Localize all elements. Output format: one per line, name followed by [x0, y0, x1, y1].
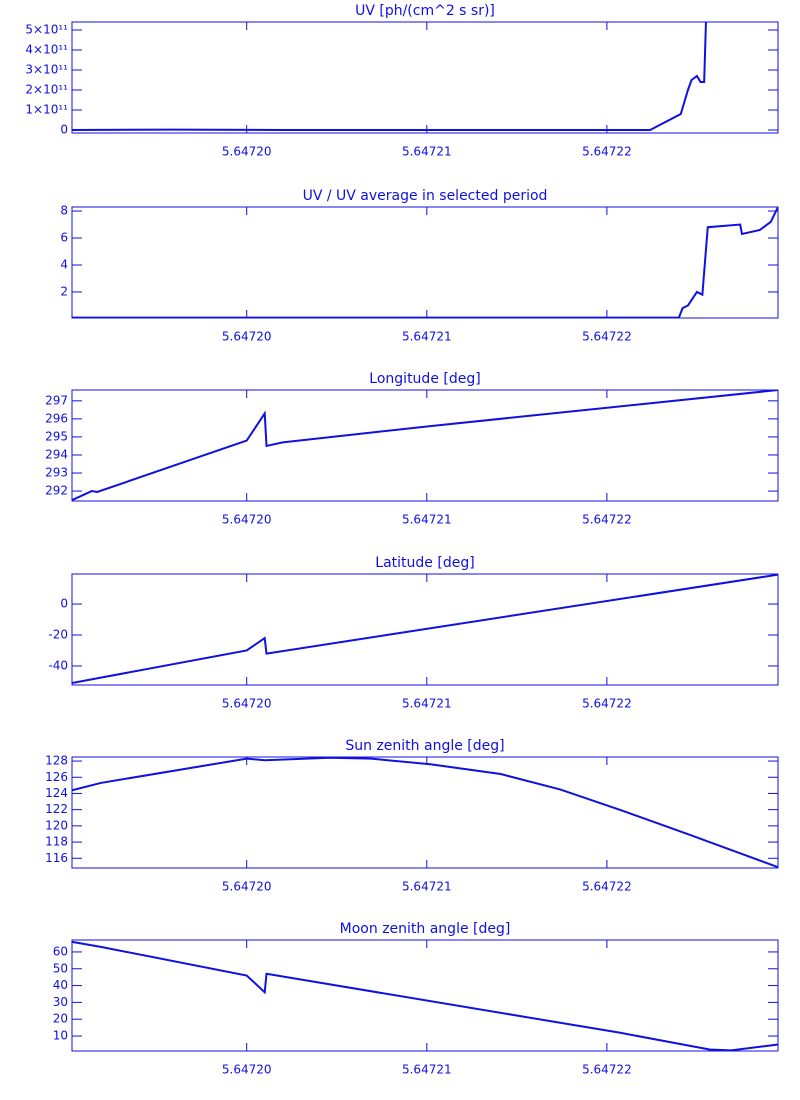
y-tick-label: 124 [45, 786, 68, 800]
x-tick-label: 5.64720 [222, 513, 272, 527]
y-tick-label: 0 [60, 597, 68, 611]
plot-frame [71, 939, 779, 1052]
y-tick-label: 293 [45, 466, 68, 480]
y-tick-label: 40 [53, 978, 68, 992]
chart-title: Longitude [deg] [369, 371, 480, 387]
chart-title: UV [ph/(cm^2 s sr)] [355, 3, 495, 19]
y-tick-label: 122 [45, 802, 68, 816]
data-line [72, 22, 707, 131]
x-tick-label: 5.64720 [222, 697, 272, 711]
y-tick-label: 5×10¹¹ [25, 23, 68, 37]
x-tick-label: 5.64722 [582, 880, 632, 894]
y-tick-label: 296 [45, 411, 68, 425]
y-tick-label: 126 [45, 770, 68, 784]
plot-frame [71, 206, 779, 319]
y-tick-label: 0 [60, 123, 68, 137]
y-tick-label: -40 [48, 658, 68, 672]
data-line [72, 207, 778, 318]
x-tick-label: 5.64720 [222, 145, 272, 159]
x-tick-label: 5.64722 [582, 697, 632, 711]
plot-frame [71, 756, 779, 869]
chart-title: Sun zenith angle [deg] [345, 738, 504, 754]
y-tick-label: 3×10¹¹ [25, 63, 68, 77]
x-tick-label: 5.64721 [402, 145, 452, 159]
y-tick-label: 118 [45, 835, 68, 849]
y-tick-label: 30 [53, 995, 68, 1009]
y-tick-label: 295 [45, 429, 68, 443]
y-tick-label: 20 [53, 1012, 68, 1026]
x-tick-label: 5.64721 [402, 513, 452, 527]
x-tick-label: 5.64721 [402, 697, 452, 711]
x-tick-label: 5.64722 [582, 513, 632, 527]
y-tick-label: 4×10¹¹ [25, 43, 68, 57]
y-tick-label: 297 [45, 393, 68, 407]
plot-frame [71, 21, 779, 134]
x-tick-label: 5.64722 [582, 145, 632, 159]
data-line [72, 390, 778, 501]
x-tick-label: 5.64721 [402, 880, 452, 894]
data-line [72, 757, 778, 868]
y-tick-label: 116 [45, 851, 68, 865]
y-tick-label: 50 [53, 961, 68, 975]
y-tick-label: 60 [53, 944, 68, 958]
plot-frame [71, 389, 779, 502]
x-tick-label: 5.64720 [222, 1063, 272, 1077]
chart-title: UV / UV average in selected period [303, 188, 548, 204]
x-tick-label: 5.64721 [402, 1063, 452, 1077]
data-line [72, 940, 778, 1051]
y-tick-label: -20 [48, 627, 68, 641]
y-tick-label: 6 [60, 231, 68, 245]
y-tick-label: 128 [45, 754, 68, 768]
data-line [72, 574, 778, 684]
y-tick-label: 2 [60, 284, 68, 298]
y-tick-label: 10 [53, 1029, 68, 1043]
x-tick-label: 5.64721 [402, 330, 452, 344]
y-tick-label: 2×10¹¹ [25, 83, 68, 97]
chart-title: Moon zenith angle [deg] [340, 921, 511, 937]
y-tick-label: 8 [60, 204, 68, 218]
x-tick-label: 5.64722 [582, 330, 632, 344]
x-tick-label: 5.64722 [582, 1063, 632, 1077]
y-tick-label: 4 [60, 257, 68, 271]
y-tick-label: 1×10¹¹ [25, 103, 68, 117]
chart-title: Latitude [deg] [375, 555, 474, 571]
plot-frame [71, 573, 779, 686]
x-tick-label: 5.64720 [222, 880, 272, 894]
y-tick-label: 294 [45, 447, 68, 461]
y-tick-label: 292 [45, 484, 68, 498]
x-tick-label: 5.64720 [222, 330, 272, 344]
y-tick-label: 120 [45, 818, 68, 832]
